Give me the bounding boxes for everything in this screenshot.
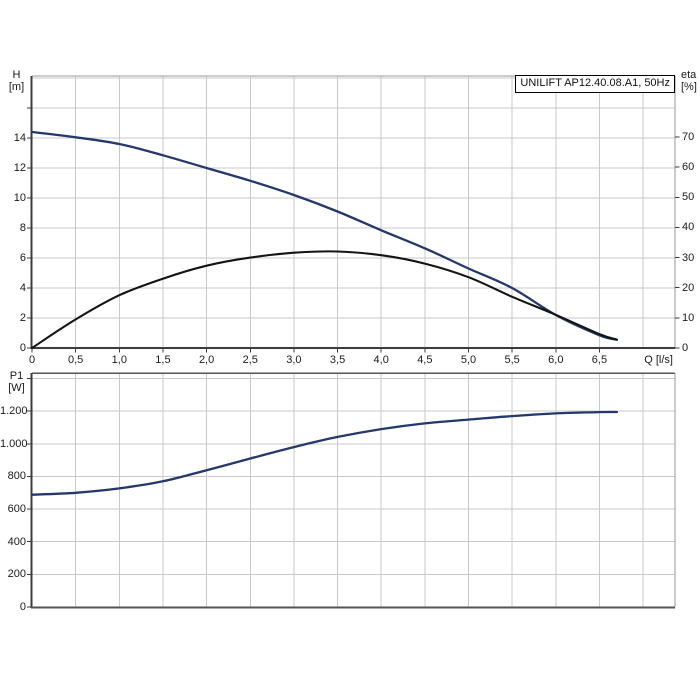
- eta-axis-tick-label: 60: [682, 161, 695, 174]
- q-axis-tick-label: 1,0: [111, 354, 127, 366]
- q-axis-tick-label: 6,0: [548, 354, 564, 366]
- h-axis-tick-label: 0: [19, 342, 26, 354]
- p1-axis-tick-label: 600: [7, 503, 26, 516]
- h-axis-tick-label: 14: [13, 132, 26, 144]
- p1-axis-tick-label: 800: [7, 470, 26, 483]
- h-curve: [30, 130, 619, 341]
- p1-curve: [30, 410, 619, 496]
- p1-axis-tick-label: 1.000: [0, 437, 28, 450]
- q-axis-tick-label: 2,5: [242, 354, 258, 366]
- eta-axis-tick-label: 10: [682, 311, 695, 324]
- q-axis-title: Q [l/s]: [644, 354, 673, 366]
- q-axis-tick-label: 2,0: [198, 354, 215, 366]
- h-axis-tick-label: 8: [19, 222, 26, 234]
- p1-axis-unit: [W]: [8, 382, 25, 394]
- q-axis-tick-label: 0: [28, 354, 36, 366]
- q-axis-tick-label: 0,5: [67, 354, 84, 366]
- h-axis-name: H: [12, 69, 21, 81]
- q-axis-tick-label: 5,0: [460, 354, 477, 366]
- eta-axis-tick-label: 0: [682, 342, 689, 354]
- eta-axis-tick-label: 40: [682, 221, 695, 234]
- p1-axis-title: P1 [W]: [3, 370, 30, 394]
- q-axis-tick-label: 5,5: [504, 354, 520, 366]
- q-axis-tick-label: 4,0: [373, 354, 389, 366]
- h-axis-title: H [m]: [3, 69, 30, 93]
- q-axis-tick-label: 3,0: [286, 354, 302, 366]
- h-axis-tick-label: 12: [13, 162, 26, 174]
- eta-axis-unit: [%]: [681, 81, 697, 93]
- p1-axis-tick-label: 1.200: [0, 405, 28, 418]
- q-axis-tick-label: 3,5: [329, 354, 346, 366]
- eta-axis-tick-label: 70: [682, 130, 695, 143]
- q-axis-tick-label: 1,5: [155, 354, 171, 366]
- h-axis-tick-label: 10: [13, 192, 26, 204]
- p1-axis-tick-label: 400: [7, 535, 26, 548]
- eta-axis-title: eta [%]: [681, 69, 700, 93]
- pump-model-label: UNILIFT AP12.40.08.A1, 50Hz: [515, 75, 675, 93]
- eta-axis-tick-label: 50: [682, 191, 695, 204]
- h-axis-tick-label: 6: [19, 252, 26, 264]
- p1-axis-name: P1: [9, 370, 24, 382]
- eta-axis-name: eta: [681, 69, 697, 81]
- p1-axis-tick-label: 0: [19, 601, 26, 613]
- eta-curve: [30, 250, 618, 350]
- eta-axis-tick-label: 30: [682, 251, 695, 264]
- p1-axis-tick-label: 200: [7, 568, 26, 581]
- h-axis-tick-label: 2: [19, 312, 26, 324]
- q-axis-tick-label: 6,5: [591, 354, 608, 366]
- q-axis-tick-label: 4,5: [417, 354, 433, 366]
- h-axis-tick-label: 4: [19, 282, 26, 294]
- h-axis-unit: [m]: [8, 81, 25, 93]
- eta-axis-tick-label: 20: [682, 281, 695, 294]
